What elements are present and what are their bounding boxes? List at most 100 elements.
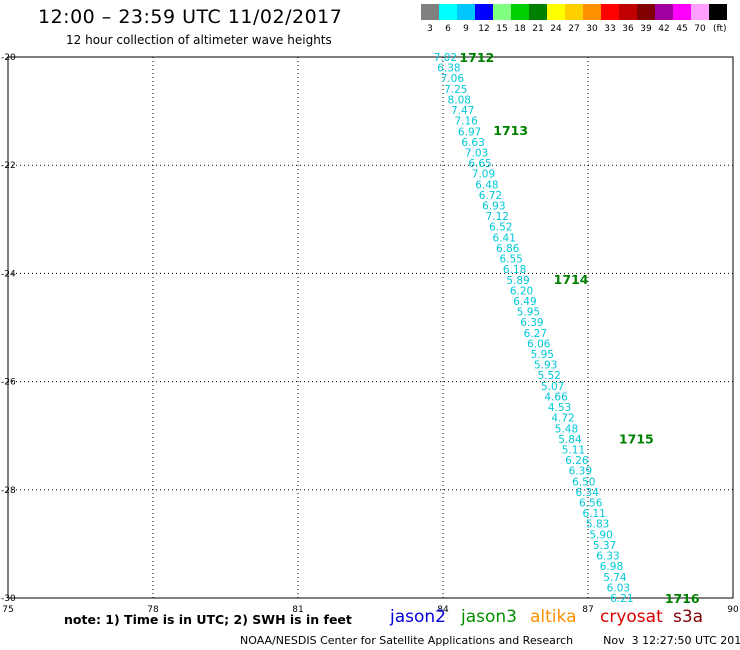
y-tick-label: -26 xyxy=(1,378,16,388)
swh-value-label: 5.95 xyxy=(531,349,554,361)
swh-value-label: 6.65 xyxy=(468,158,491,170)
swh-value-label: 8.08 xyxy=(448,94,471,106)
legend-swatch xyxy=(457,4,475,20)
swh-value-label: 6.49 xyxy=(513,296,536,308)
swh-value-label: 6.98 xyxy=(600,561,623,573)
swh-value-label: 6.20 xyxy=(510,285,533,297)
legend-label: 45 xyxy=(676,24,688,34)
swh-value-label: 6.26 xyxy=(565,455,589,467)
legend-swatch xyxy=(547,4,565,20)
satellite-jason3: jason3 xyxy=(461,607,517,627)
legend-swatch xyxy=(673,4,691,20)
plot-frame xyxy=(7,56,734,599)
swh-value-label: 5.07 xyxy=(541,381,564,393)
legend-swatch xyxy=(709,4,727,20)
swh-value-label: 6.39 xyxy=(569,466,592,478)
satellite-altika: altika xyxy=(530,607,577,627)
swh-value-label: 6.39 xyxy=(520,317,543,329)
swh-value-label: 6.86 xyxy=(496,243,520,255)
swh-value-label: 6.33 xyxy=(596,551,619,563)
swh-value-label: 5.83 xyxy=(586,519,609,531)
swh-value-label: 5.52 xyxy=(537,370,560,382)
legend-label: 12 xyxy=(478,24,490,34)
y-tick-label: -28 xyxy=(1,486,16,496)
legend-label: 3 xyxy=(427,24,433,34)
footer: NOAA/NESDIS Center for Satellite Applica… xyxy=(240,634,740,647)
swh-value-label: 7.02 xyxy=(434,52,457,64)
swh-value-label: 6.50 xyxy=(572,476,595,488)
legend-swatch xyxy=(691,4,709,20)
legend-swatch xyxy=(493,4,511,20)
x-tick-label: 84 xyxy=(437,605,449,615)
note-text: note: 1) Time is in UTC; 2) SWH is in fe… xyxy=(64,612,352,627)
swh-value-label: 5.95 xyxy=(517,307,540,319)
swh-value-label: 6.03 xyxy=(607,582,630,594)
legend-swatch xyxy=(601,4,619,20)
time-label: 1712 xyxy=(459,50,494,65)
swh-value-label: 4.66 xyxy=(544,391,568,403)
y-tick-label: -20 xyxy=(1,53,16,63)
swh-value-label: 7.03 xyxy=(465,147,488,159)
legend-swatch xyxy=(475,4,493,20)
x-tick-label: 78 xyxy=(147,605,159,615)
satellite-jason2: jason2 xyxy=(390,607,446,627)
swh-value-label: 6.55 xyxy=(499,254,522,266)
swh-value-label: 6.72 xyxy=(479,190,502,202)
legend-swatch xyxy=(439,4,457,20)
swh-value-label: 6.93 xyxy=(482,201,505,213)
x-tick-label: 81 xyxy=(292,605,303,615)
legend-label: 36 xyxy=(622,24,634,34)
footer-timestamp: Nov 3 12:27:50 UTC 2017 xyxy=(603,634,740,647)
legend-label: 70 xyxy=(694,24,706,34)
swh-value-label: 5.74 xyxy=(603,572,627,584)
footer-org: NOAA/NESDIS Center for Satellite Applica… xyxy=(240,634,574,647)
swh-value-label: 7.25 xyxy=(444,84,467,96)
legend-unit: (ft) xyxy=(713,24,727,34)
legend-label: 30 xyxy=(586,24,598,34)
swh-value-label: 5.48 xyxy=(555,423,578,435)
swh-value-label: 4.72 xyxy=(551,413,574,425)
swh-value-label: 5.93 xyxy=(534,360,557,372)
satellite-s3a: s3a xyxy=(673,607,704,627)
legend-label: 27 xyxy=(568,24,580,34)
legend-label: 9 xyxy=(463,24,469,34)
legend-label: 15 xyxy=(496,24,508,34)
legend-label: 42 xyxy=(658,24,670,34)
x-tick-label: 90 xyxy=(727,605,739,615)
swh-value-label: 7.06 xyxy=(441,73,465,85)
legend-swatch xyxy=(583,4,601,20)
swh-value-label: 6.38 xyxy=(437,63,460,75)
swh-value-label: 7.09 xyxy=(472,169,495,181)
swh-value-label: 6.56 xyxy=(579,498,603,510)
legend-swatch xyxy=(637,4,655,20)
swh-value-label: 4.53 xyxy=(548,402,571,414)
swh-value-label: 6.11 xyxy=(582,508,605,520)
legend-label: 21 xyxy=(532,24,544,34)
swh-value-label: 6.63 xyxy=(461,137,484,149)
swh-value-label: 6.34 xyxy=(576,487,600,499)
y-tick-label: -22 xyxy=(1,161,16,171)
swh-value-label: 5.89 xyxy=(506,275,529,287)
legend-label: 24 xyxy=(550,24,562,34)
page-subtitle: 12 hour collection of altimeter wave hei… xyxy=(66,33,332,47)
legend-label: 6 xyxy=(445,24,451,34)
time-label: 1715 xyxy=(619,431,654,446)
swh-value-label: 6.41 xyxy=(493,232,516,244)
swh-value-label: 6.48 xyxy=(475,179,498,191)
swh-value-label: 6.21 xyxy=(610,593,633,605)
swh-value-label: 6.18 xyxy=(503,264,526,276)
y-tick-label: -24 xyxy=(1,269,16,279)
swh-value-label: 7.16 xyxy=(454,116,478,128)
legend-label: 33 xyxy=(604,24,616,34)
legend-swatch xyxy=(619,4,637,20)
legend-swatch xyxy=(421,4,439,20)
swh-value-label: 6.97 xyxy=(458,126,481,138)
legend-label: 39 xyxy=(640,24,652,34)
swh-value-label: 7.12 xyxy=(486,211,509,223)
time-label: 1713 xyxy=(493,123,528,138)
swh-value-label: 5.84 xyxy=(558,434,582,446)
page-title: 12:00 – 23:59 UTC 11/02/2017 xyxy=(38,6,343,28)
legend-swatch xyxy=(529,4,547,20)
time-label: 1716 xyxy=(665,591,700,606)
